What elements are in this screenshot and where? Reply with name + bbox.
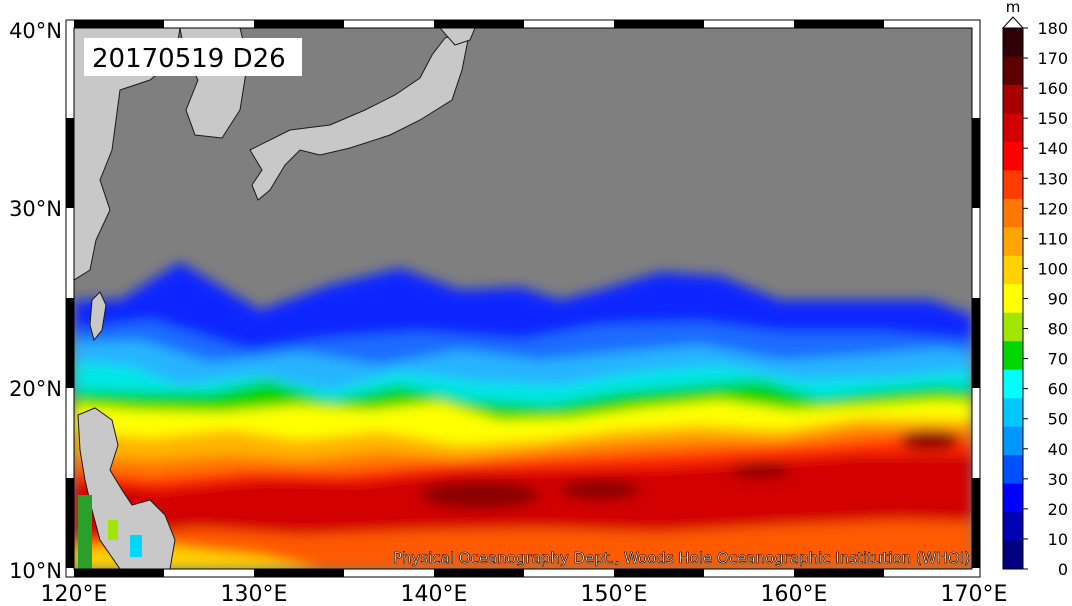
map-plot-area <box>74 28 972 569</box>
colorbar-tick-label: 150 <box>1037 109 1068 128</box>
colorbar-tick-label: 180 <box>1037 19 1068 38</box>
land-japan <box>249 29 471 201</box>
colorbar-cell <box>1003 56 1023 86</box>
map-border-left <box>66 118 74 568</box>
colorbar-tick-label: 140 <box>1037 139 1068 158</box>
colorbar-tick-label: 160 <box>1037 79 1068 98</box>
colorbar-tick-label: 10 <box>1048 530 1068 549</box>
colorbar-cell <box>1003 426 1023 456</box>
colorbar-tick-label: 0 <box>1058 560 1068 579</box>
longitude-labels: 120°E 130°E 140°E 150°E 160°E 170°E <box>41 582 1008 606</box>
lon-label-130e: 130°E <box>221 582 288 606</box>
colorbar-cell <box>1003 113 1023 143</box>
lon-label-140e: 140°E <box>401 582 468 606</box>
lon-label-150e: 150°E <box>581 582 648 606</box>
colorbar-cell <box>1003 198 1023 228</box>
colorbar-tick-label: 80 <box>1048 320 1068 339</box>
colorbar-cell <box>1003 540 1023 570</box>
colorbar-cell <box>1003 369 1023 399</box>
map-border-top <box>74 20 884 28</box>
colorbar-tick-label: 20 <box>1048 500 1068 519</box>
map-border-right <box>972 118 980 568</box>
colorbar-cell <box>1003 28 1023 57</box>
depth-field <box>74 262 972 569</box>
colorbar-tick-label: 50 <box>1048 410 1068 429</box>
colorbar-cell <box>1003 255 1023 285</box>
colorbar-tick-label: 90 <box>1048 290 1068 309</box>
colorbar-cell <box>1003 483 1023 513</box>
date-label: 20170519 D26 <box>92 44 286 74</box>
colorbar-cell <box>1003 512 1023 542</box>
land-hokkaido-edge <box>439 28 476 46</box>
land-taiwan <box>89 291 107 342</box>
lat-label-10n: 10°N <box>9 559 62 583</box>
colorbar-tick-label: 120 <box>1037 199 1068 218</box>
lon-label-160e: 160°E <box>761 582 828 606</box>
colorbar-top-arrow <box>1001 16 1025 29</box>
lon-label-170e: 170°E <box>941 582 1008 606</box>
colorbar-tick-label: 30 <box>1048 470 1068 489</box>
lat-label-30n: 30°N <box>9 197 62 221</box>
latitude-labels: 40°N 30°N 20°N 10°N <box>9 19 62 583</box>
colorbar-cells <box>1003 28 1023 570</box>
credit-text: Physical Oceanography Dept., Woods Hole … <box>393 549 970 567</box>
lon-label-120e: 120°E <box>41 582 108 606</box>
map-border-bottom <box>74 569 884 577</box>
colorbar-tick-label: 70 <box>1048 350 1068 369</box>
colorbar-cell <box>1003 170 1023 200</box>
colorbar-tick-label: 40 <box>1048 440 1068 459</box>
colorbar-cell <box>1003 398 1023 428</box>
colorbar-cell <box>1003 455 1023 485</box>
lat-label-20n: 20°N <box>9 377 62 401</box>
colorbar-tick-label: 100 <box>1037 259 1068 278</box>
lat-label-40n: 40°N <box>9 19 62 43</box>
colorbar-unit: m <box>1006 0 1021 16</box>
colorbar-cell <box>1003 341 1023 371</box>
colorbar-cell <box>1003 312 1023 342</box>
colorbar-tick-label: 110 <box>1037 229 1068 248</box>
colorbar-cell <box>1003 284 1023 314</box>
colorbar-tick-label: 60 <box>1048 380 1068 399</box>
philippines-shelf <box>78 495 142 569</box>
colorbar-tick-labels: 1801701601501401301201101009080706050403… <box>1023 19 1068 579</box>
colorbar: m 18017016015014013012011010090807060504… <box>1001 0 1068 579</box>
colorbar-cell <box>1003 84 1023 114</box>
date-label-box <box>84 38 302 76</box>
colorbar-cell <box>1003 141 1023 171</box>
colorbar-tick-label: 170 <box>1037 49 1068 68</box>
colorbar-tick-label: 130 <box>1037 169 1068 188</box>
colorbar-cell <box>1003 227 1023 257</box>
